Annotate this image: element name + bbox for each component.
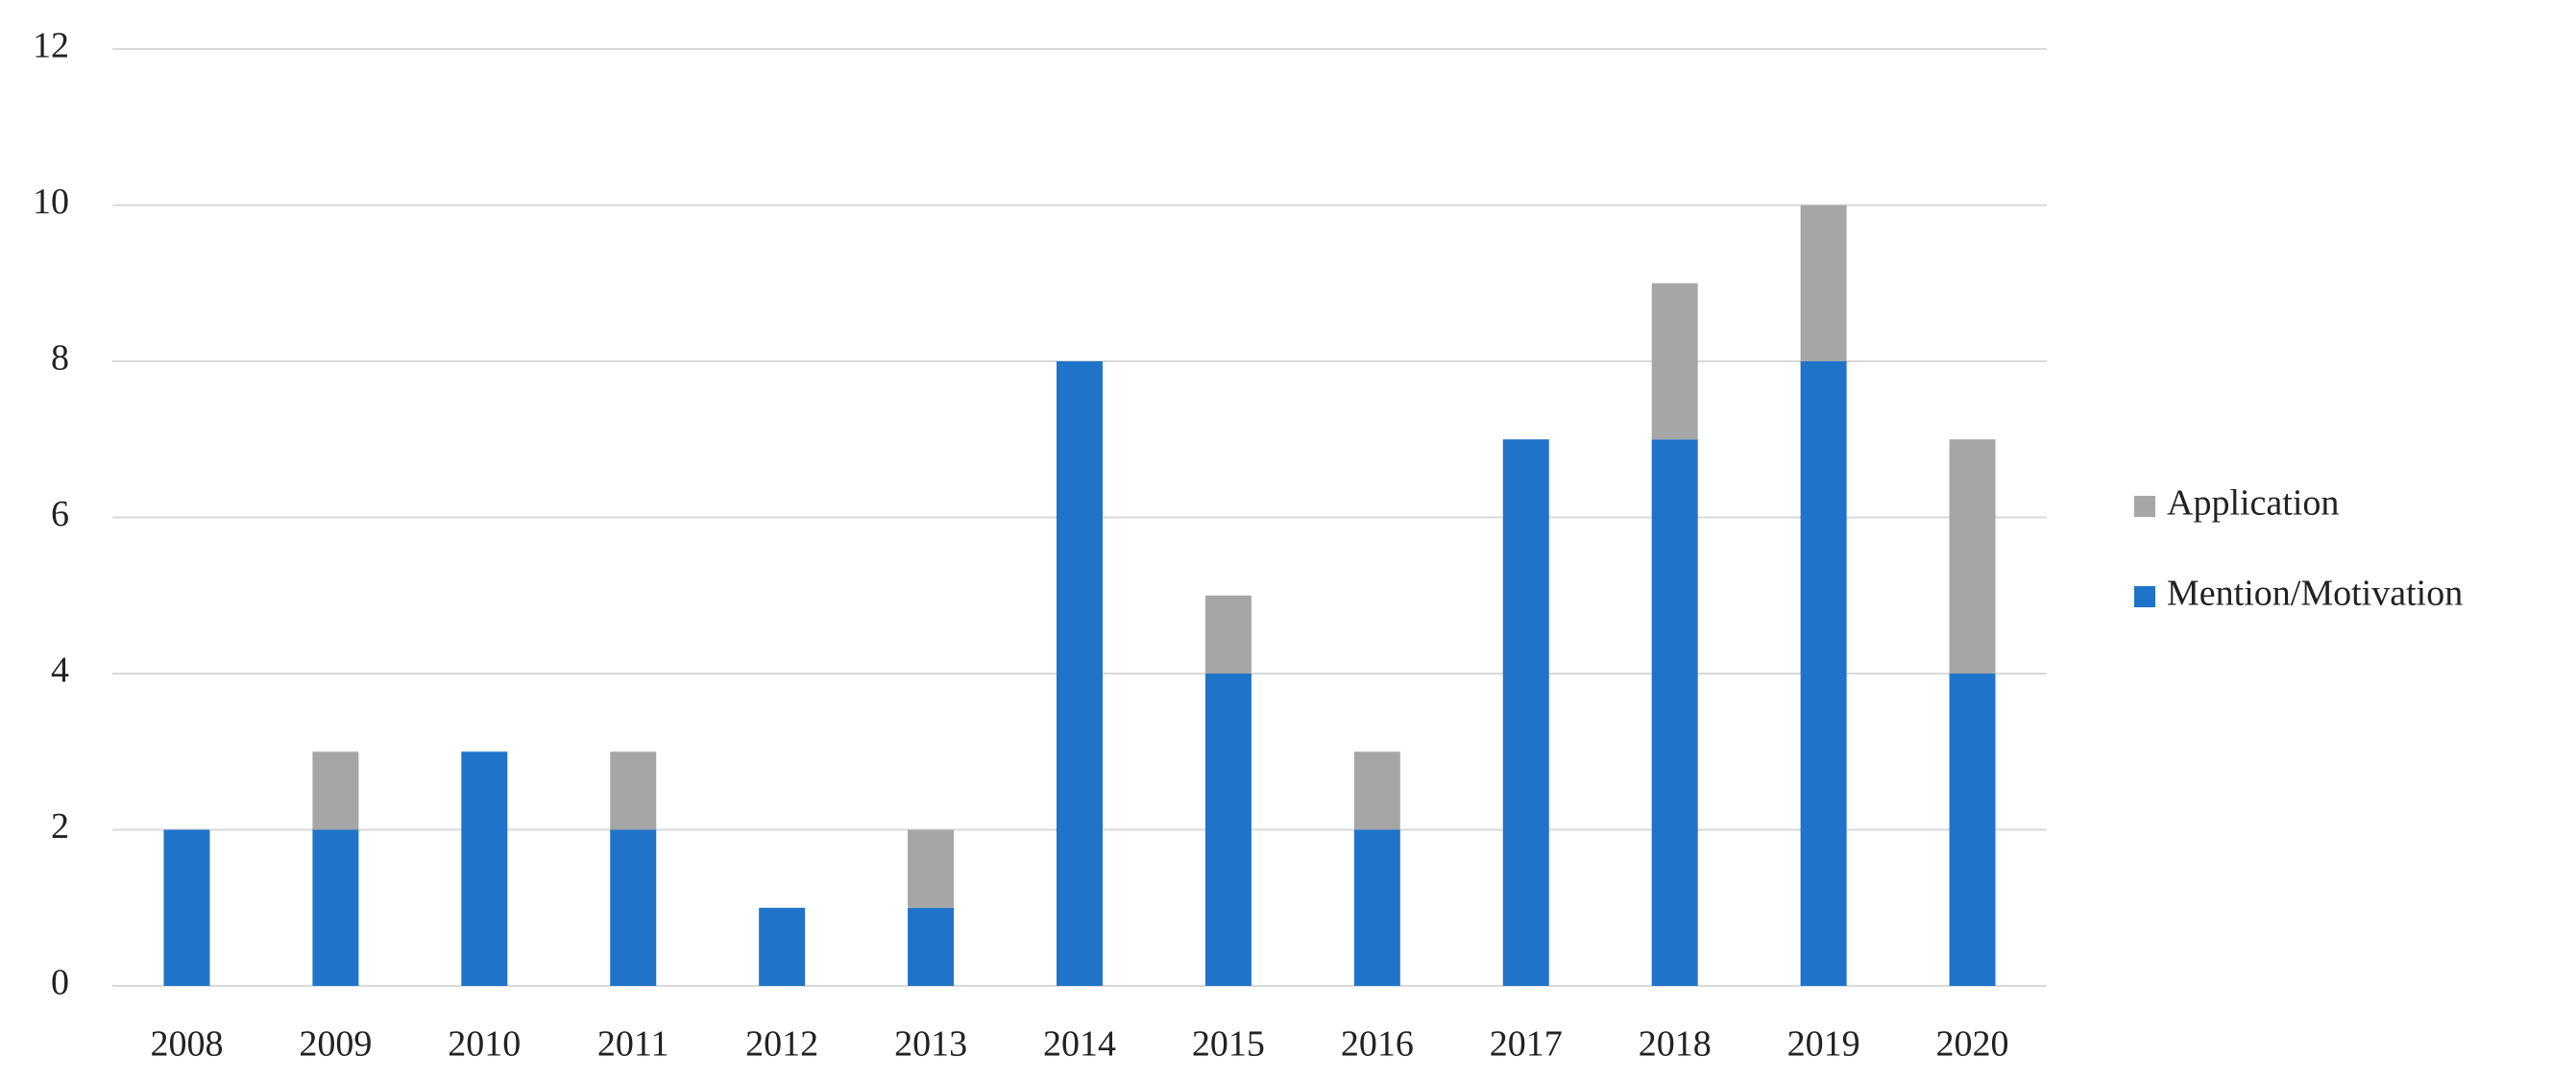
- legend-swatch: [2134, 496, 2155, 517]
- bar-segment: [610, 829, 657, 986]
- bar-segment: [312, 829, 359, 986]
- x-tick-label: 2018: [1639, 1024, 1712, 1065]
- bar-segment: [1949, 439, 1996, 674]
- y-tick-label: 12: [33, 26, 69, 66]
- y-tick-label: 8: [51, 338, 69, 379]
- bar-segment: [461, 751, 508, 986]
- x-tick-label: 2016: [1341, 1024, 1414, 1065]
- bar-segment: [1353, 751, 1400, 830]
- bar-segment: [1651, 439, 1698, 986]
- legend-swatch: [2134, 586, 2155, 607]
- bar-segment: [908, 829, 955, 908]
- x-tick-label: 2008: [150, 1024, 223, 1065]
- bar-segment: [1353, 829, 1400, 986]
- bar-segment: [312, 751, 359, 830]
- bar-segment: [1204, 674, 1252, 986]
- x-tick-label: 2020: [1936, 1024, 2009, 1065]
- x-tick-label: 2015: [1192, 1024, 1265, 1065]
- y-tick-label: 10: [33, 182, 69, 222]
- bar-segment: [1800, 205, 1847, 361]
- x-tick-label: 2012: [745, 1024, 818, 1065]
- bar-segment: [908, 907, 955, 986]
- bar-segment: [610, 751, 657, 830]
- x-tick-label: 2013: [894, 1024, 967, 1065]
- x-tick-label: 2010: [448, 1024, 521, 1065]
- bar-segment: [1651, 283, 1698, 440]
- y-tick-label: 0: [51, 963, 69, 1003]
- y-tick-label: 4: [51, 651, 69, 691]
- x-tick-label: 2014: [1043, 1024, 1116, 1065]
- bar-segment: [1204, 595, 1252, 674]
- x-tick-label: 2009: [299, 1024, 372, 1065]
- legend-label: Application: [2167, 483, 2339, 524]
- x-tick-label: 2019: [1787, 1024, 1860, 1065]
- x-tick-label: 2017: [1490, 1024, 1563, 1065]
- x-tick-label: 2011: [597, 1024, 669, 1065]
- bar-segment: [759, 907, 806, 986]
- bar-segment: [1057, 361, 1103, 986]
- bar-segment: [1502, 439, 1549, 986]
- y-tick-label: 6: [51, 494, 69, 534]
- bar-segment: [1949, 674, 1996, 986]
- bar-segment: [163, 829, 210, 986]
- legend-label: Mention/Motivation: [2167, 574, 2463, 614]
- y-tick-label: 2: [51, 806, 69, 847]
- bar-segment: [1800, 361, 1847, 986]
